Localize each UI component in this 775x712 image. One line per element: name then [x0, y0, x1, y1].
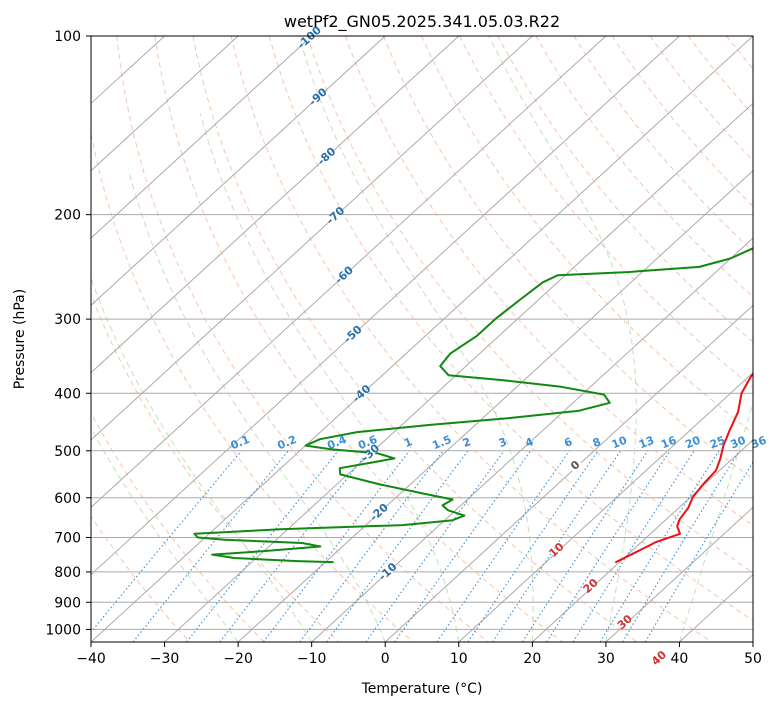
x-tick-label: −30 [150, 651, 180, 667]
mixing-ratio-label: 6 [562, 435, 574, 450]
mixing-ratio-line [264, 451, 410, 642]
y-tick-label: 600 [54, 491, 81, 507]
dry-adiabat [422, 36, 775, 642]
dry-adiabat [688, 36, 775, 642]
y-tick-label: 900 [54, 595, 81, 611]
y-tick-label: 400 [54, 386, 81, 402]
dry-adiabat [574, 36, 775, 642]
dry-adiabat [650, 36, 775, 642]
mixing-ratio-line [547, 451, 670, 642]
isotherm [91, 36, 753, 642]
mixing-ratio-line [623, 451, 740, 642]
mixing-ratio-line [366, 451, 504, 642]
isotherm [0, 36, 238, 642]
dry-adiabat [2, 36, 264, 642]
y-tick-label: 500 [54, 444, 81, 460]
dry-adiabat [536, 36, 775, 642]
mixing-ratio-line [468, 451, 598, 642]
x-tick-label: −10 [297, 651, 327, 667]
isotherm [0, 36, 385, 642]
dry-adiabat [0, 36, 190, 642]
x-tick-label: 30 [597, 651, 615, 667]
y-tick-label: 700 [54, 531, 81, 547]
dry-adiabat [726, 36, 775, 642]
isotherm-label: 10 [546, 540, 566, 560]
isotherm-label: 40 [649, 648, 669, 668]
mixing-ratio-label: 20 [683, 434, 702, 452]
mixing-ratio-line [573, 451, 694, 642]
isotherm [753, 36, 775, 642]
mixing-ratio-label: 10 [610, 434, 629, 452]
mixing-ratio-label: 36 [749, 434, 768, 452]
mixing-ratio-label: 25 [708, 434, 727, 452]
mixing-ratio-line [220, 451, 369, 642]
x-tick-label: −20 [223, 651, 253, 667]
y-tick-label: 1000 [45, 622, 81, 638]
y-tick-label: 300 [54, 312, 81, 328]
x-tick-label: 40 [671, 651, 689, 667]
mixing-ratio-line [133, 451, 288, 642]
x-tick-label: 0 [381, 651, 390, 667]
mixing-ratio-line [645, 451, 760, 642]
mixing-ratio-line [83, 451, 242, 642]
y-axis-label: Pressure (hPa) [12, 289, 28, 389]
x-axis-label: Temperature (°C) [361, 681, 483, 697]
mixing-ratio-line [600, 451, 719, 642]
dry-adiabat [79, 36, 414, 642]
mixing-ratio-lines [83, 451, 760, 642]
mixing-ratio-label: 0.4 [325, 433, 348, 452]
moist-adiabat [299, 36, 533, 642]
mixing-ratio-label: 1 [402, 435, 414, 450]
dry-adiabat [765, 36, 775, 642]
mixing-ratio-label: 0.1 [229, 433, 252, 452]
chart-title: wetPf2_GN05.2025.341.05.03.R22 [284, 12, 560, 32]
mixing-ratio-label: 1.5 [430, 433, 453, 452]
x-tick-label: 50 [744, 651, 762, 667]
moist-adiabats [28, 36, 775, 642]
x-tick-label: −40 [76, 651, 106, 667]
mixing-ratio-label: 0.2 [276, 433, 299, 452]
y-tick-label: 200 [54, 208, 81, 224]
y-tick-label: 100 [54, 29, 81, 45]
mixing-ratio-label: 16 [659, 434, 678, 452]
mixing-ratio-line [300, 451, 443, 642]
line-labels: -100-90-80-70-60-50-40-30-20-10010203040… [229, 23, 769, 668]
mixing-ratio-label: 30 [729, 434, 748, 452]
mixing-ratio-label: 4 [523, 435, 535, 450]
mixing-ratio-line [523, 451, 648, 642]
isotherm-label: 20 [581, 576, 601, 596]
y-tick-label: 800 [54, 565, 81, 581]
x-tick-label: 20 [523, 651, 541, 667]
isotherm [0, 36, 459, 642]
mixing-ratio-label: 13 [637, 434, 656, 452]
x-tick-label: 10 [450, 651, 468, 667]
temperature-line [616, 36, 775, 562]
mixing-ratio-label: 2 [461, 435, 473, 450]
